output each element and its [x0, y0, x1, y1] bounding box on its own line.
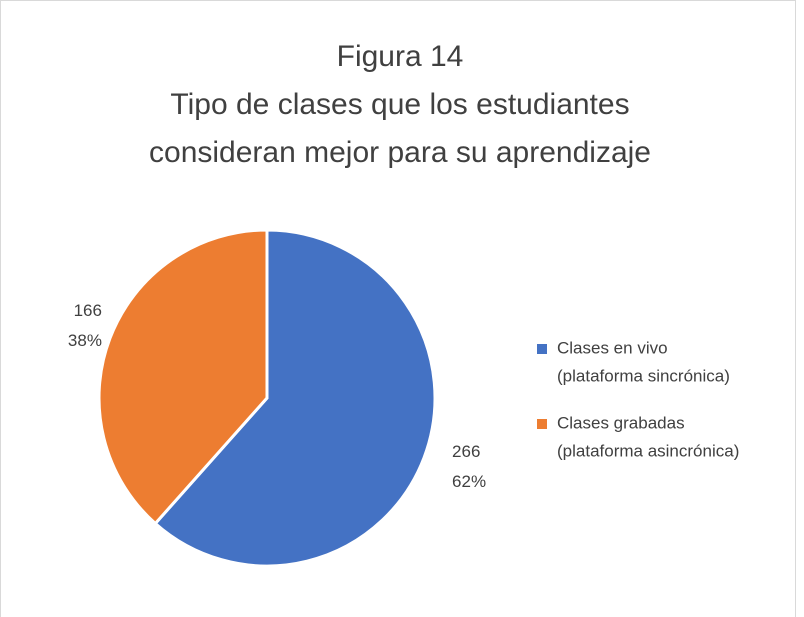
data-label-percent: 62%	[452, 472, 486, 491]
legend-swatch	[537, 419, 547, 429]
data-label: 266	[452, 442, 480, 461]
pie-slice	[153, 228, 437, 568]
legend-label: Clases en vivo	[557, 338, 668, 357]
chart-title: Figura 14	[337, 40, 464, 73]
legend-label: Clases grabadas	[557, 413, 685, 432]
chart-title: Tipo de clases que los estudiantes	[170, 88, 629, 121]
legend-swatch	[537, 344, 547, 354]
data-label: 166	[74, 301, 102, 320]
pie-slice	[97, 228, 269, 526]
chart-title: consideran mejor para su aprendizaje	[149, 136, 651, 169]
legend-label: (plataforma sincrónica)	[557, 366, 730, 385]
data-label-percent: 38%	[68, 331, 102, 350]
legend-label: (plataforma asincrónica)	[557, 441, 739, 460]
